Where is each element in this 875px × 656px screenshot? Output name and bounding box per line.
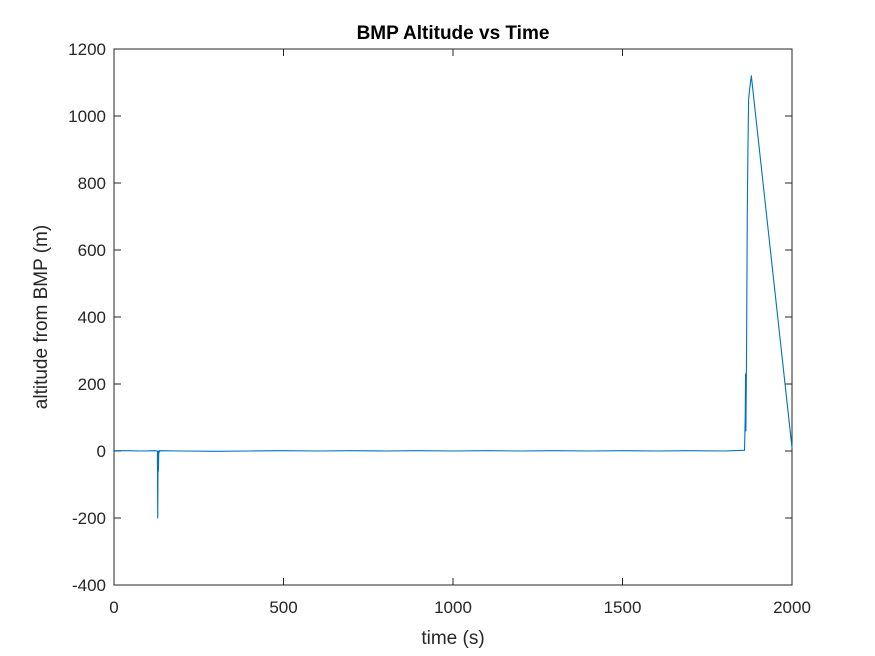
chart-title: BMP Altitude vs Time	[357, 23, 550, 44]
y-tick-label: -400	[72, 576, 106, 595]
x-tick-label: 1500	[604, 598, 642, 617]
y-tick-label: 200	[78, 375, 106, 394]
plot-area	[114, 75, 793, 519]
x-tick-label: 2000	[773, 598, 811, 617]
x-tick-label: 500	[269, 598, 297, 617]
x-axis: 0 500 1000 1500 2000	[109, 49, 811, 617]
axes-box	[113, 48, 793, 586]
y-tick-label: 800	[78, 174, 106, 193]
y-tick-label: 0	[97, 442, 106, 461]
y-tick-label: 1200	[68, 40, 106, 59]
x-tick-label: 0	[109, 598, 118, 617]
series-line	[114, 75, 793, 519]
x-tick-label: 1000	[434, 598, 472, 617]
y-tick-label: -200	[72, 509, 106, 528]
x-axis-label: time (s)	[421, 628, 484, 649]
y-tick-label: 400	[78, 308, 106, 327]
y-axis: -400 -200 0 200 400 600 800 1000 1200	[68, 40, 792, 595]
y-tick-label: 1000	[68, 107, 106, 126]
y-tick-label: 600	[78, 241, 106, 260]
y-axis-label: altitude from BMP (m)	[31, 225, 52, 409]
